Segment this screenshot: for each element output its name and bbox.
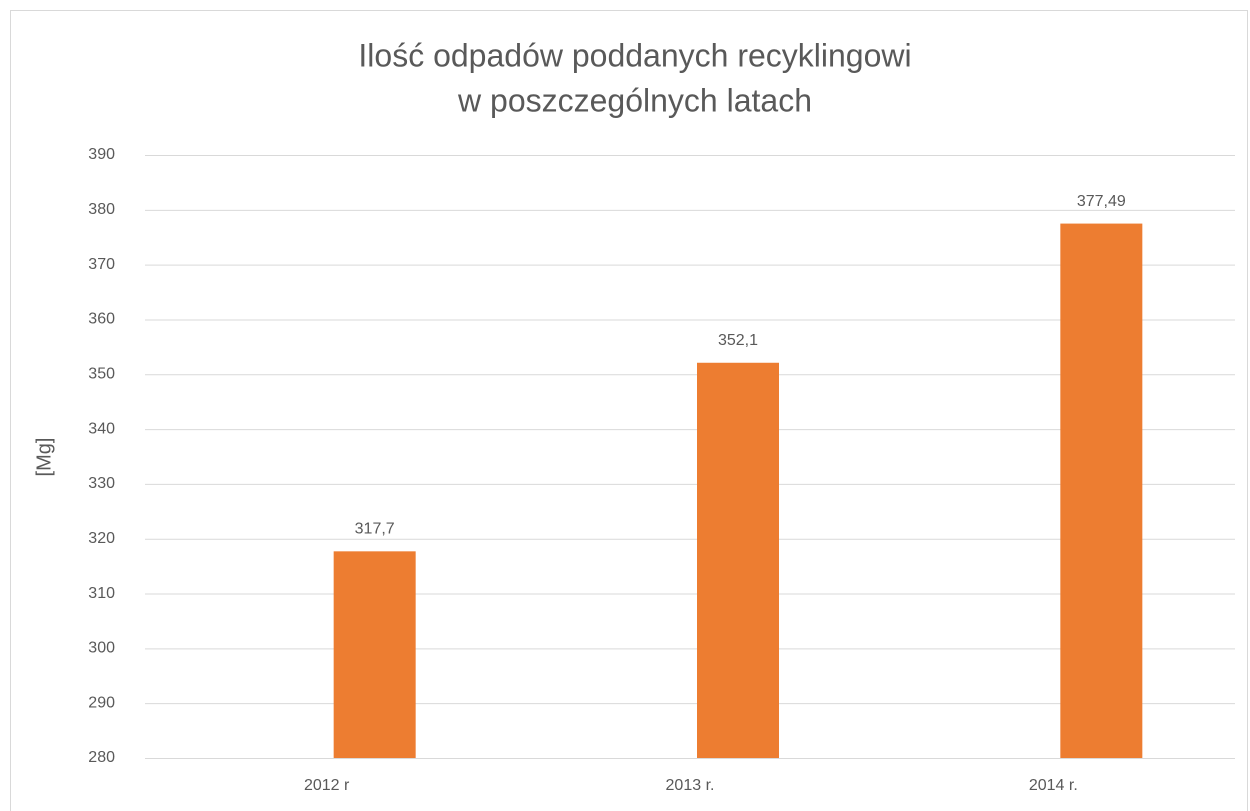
data-label: 352,1: [718, 332, 758, 349]
y-tick-label: 310: [88, 585, 115, 602]
y-tick-label: 330: [88, 475, 115, 492]
chart-title: w poszczególnych latach: [457, 82, 812, 118]
y-tick-label: 340: [88, 420, 115, 437]
y-tick-label: 360: [88, 311, 115, 328]
y-tick-label: 370: [88, 256, 115, 273]
x-tick-label: 2012 r: [304, 777, 350, 794]
y-tick-label: 350: [88, 365, 115, 382]
y-tick-label: 290: [88, 694, 115, 711]
x-tick-label: 2014 r.: [1029, 777, 1078, 794]
y-tick-label: 380: [88, 201, 115, 218]
y-tick-label: 280: [88, 749, 115, 766]
bar: [1060, 223, 1143, 759]
bar: [333, 551, 416, 758]
x-tick-label: 2013 r.: [666, 777, 715, 794]
chart-border: [10, 10, 1248, 811]
y-tick-label: 320: [88, 530, 115, 547]
bar: [697, 362, 779, 758]
data-label: 317,7: [355, 521, 395, 538]
chart-title: Ilość odpadów poddanych recyklingowi: [358, 37, 911, 73]
data-label: 377,49: [1077, 193, 1126, 210]
y-tick-label: 300: [88, 640, 115, 657]
y-axis-label: [Mg]: [33, 438, 55, 477]
y-tick-label: 390: [88, 146, 115, 163]
